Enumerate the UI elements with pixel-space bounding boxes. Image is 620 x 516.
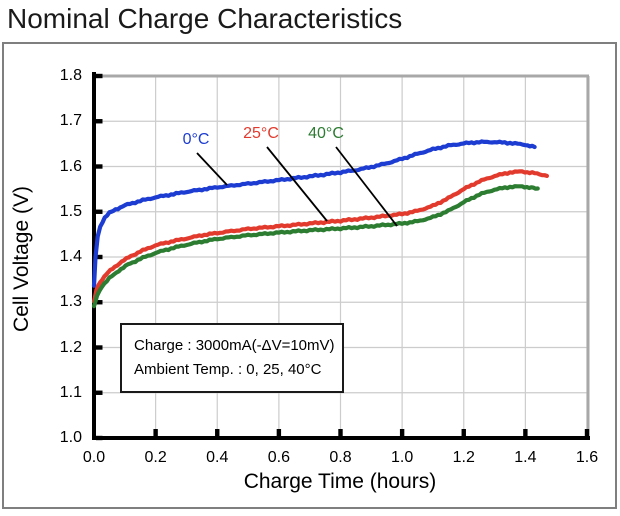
x-tick-label: 0.0 (82, 449, 106, 466)
curve-25c (91, 169, 549, 304)
x-tick (153, 429, 158, 436)
x-tick (523, 429, 528, 436)
legend-label-0c: 0°C (182, 131, 210, 148)
y-tick-label: 1.7 (59, 112, 82, 130)
x-tick-label: 0.8 (329, 449, 352, 466)
y-tick-label: 1.4 (59, 248, 82, 265)
y-tick-label: 1.3 (59, 293, 82, 311)
legend-leader-line (335, 146, 398, 227)
x-tick (584, 429, 590, 436)
y-tick (96, 119, 103, 124)
x-tick-label: 1.2 (452, 449, 475, 466)
x-tick-label: 1.6 (575, 449, 599, 466)
legend-leader-line (266, 146, 328, 222)
x-tick (399, 429, 405, 436)
x-tick-label: 0.2 (144, 449, 167, 466)
y-tick (96, 300, 103, 305)
x-tick-label: 0.4 (206, 449, 229, 466)
x-tick-label: 0.6 (267, 449, 290, 466)
x-tick (215, 429, 220, 436)
x-tick-label: 1.0 (391, 449, 414, 466)
x-axis-label: Charge Time (hours) (243, 470, 437, 493)
legend-leader-line (196, 152, 228, 186)
y-tick (96, 435, 103, 441)
y-tick-label: 1.8 (59, 67, 82, 84)
y-tick (96, 209, 103, 214)
legend-label-25c: 25°C (243, 125, 279, 142)
y-tick (96, 345, 103, 350)
y-tick (96, 164, 103, 169)
x-tick-label: 1.4 (514, 449, 537, 466)
curve-40c (91, 184, 540, 309)
page-title: Nominal Charge Characteristics (7, 3, 403, 34)
y-tick-label: 1.6 (59, 157, 82, 175)
curve-0c (91, 139, 537, 288)
annotation-box: Charge : 3000mA(-ΔV=10mV) Ambient Temp. … (120, 323, 344, 393)
y-tick-label: 1.1 (59, 383, 82, 401)
x-tick (338, 429, 343, 436)
annotation-ambient-line: Ambient Temp. : 0, 25, 40°C (134, 361, 322, 378)
y-tick-label: 1.5 (59, 202, 82, 220)
y-tick-label: 1.2 (59, 338, 82, 356)
legend-label-40c: 40°C (308, 125, 344, 142)
y-tick (96, 73, 103, 79)
x-tick (276, 429, 282, 436)
x-tick (461, 429, 466, 436)
y-tick-label: 1.0 (59, 429, 82, 446)
y-tick (96, 254, 103, 260)
y-tick (96, 390, 103, 395)
y-axis-label: Cell Voltage (V) (10, 186, 33, 332)
annotation-charge-line: Charge : 3000mA(-ΔV=10mV) (134, 337, 335, 354)
